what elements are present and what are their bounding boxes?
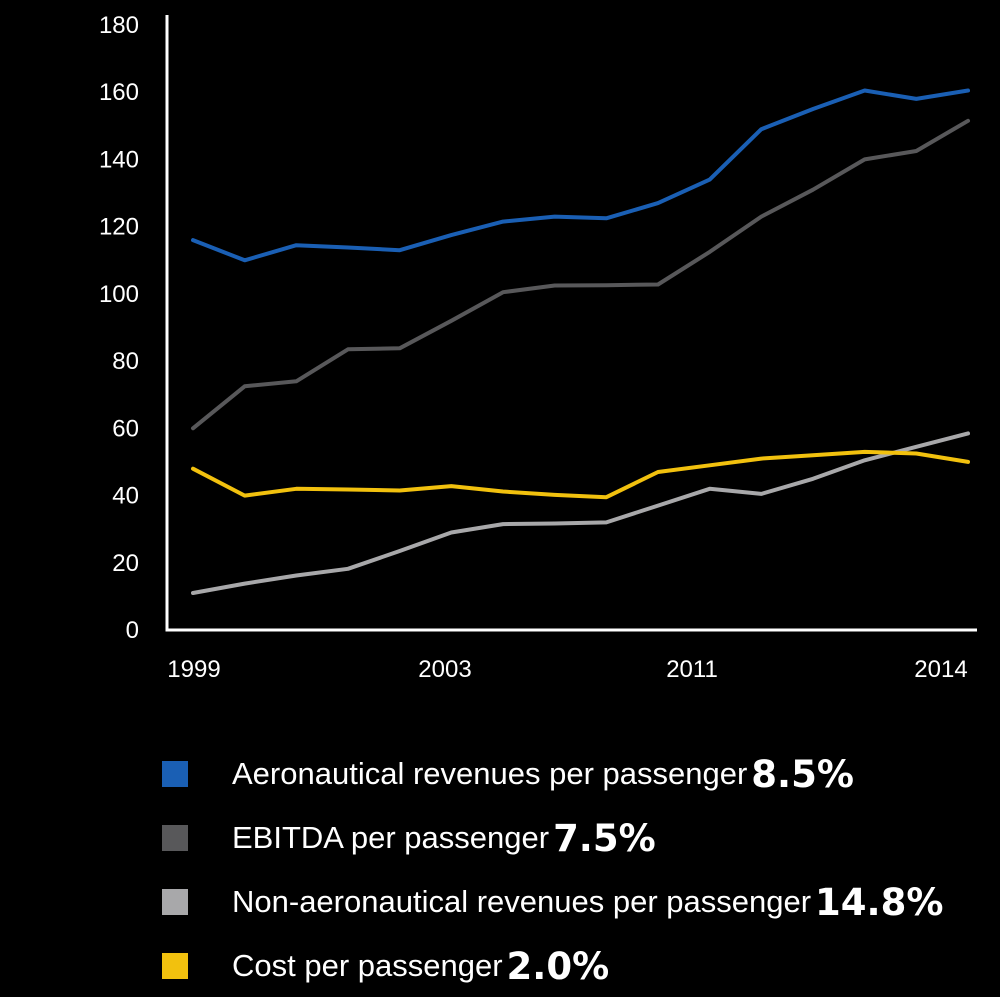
y-axis-tick-labels: 0 20 40 60 80 100 120 140 160 180 xyxy=(99,12,139,644)
y-tick-label: 120 xyxy=(99,214,139,241)
y-tick-label: 180 xyxy=(99,12,139,39)
legend-growth-ebitda: 7.5% xyxy=(553,816,656,860)
y-tick-label: 160 xyxy=(99,79,139,106)
y-tick-label: 80 xyxy=(112,348,139,375)
legend-swatch-non-aeronautical-revenues xyxy=(162,889,188,915)
chart-legend: Aeronautical revenues per passenger 8.5%… xyxy=(162,742,992,997)
legend-item-non-aeronautical-revenues: Non-aeronautical revenues per passenger … xyxy=(162,870,992,934)
legend-item-aeronautical-revenues: Aeronautical revenues per passenger 8.5% xyxy=(162,742,992,806)
y-tick-label: 0 xyxy=(126,617,139,644)
series-lines xyxy=(191,88,970,595)
legend-growth-non-aeronautical-revenues: 14.8% xyxy=(815,880,944,924)
legend-label-cost: Cost per passenger xyxy=(232,948,503,983)
x-axis-tick-labels: 1999 2003 2011 2014 xyxy=(167,656,967,683)
legend-item-ebitda: EBITDA per passenger 7.5% xyxy=(162,806,992,870)
legend-label-aeronautical-revenues: Aeronautical revenues per passenger xyxy=(232,756,748,791)
line-chart: 0 20 40 60 80 100 120 140 160 180 1999 2003 2011 201… xyxy=(99,12,977,683)
legend-label-non-aeronautical-revenues: Non-aeronautical revenues per passenger xyxy=(232,884,812,919)
x-tick-label: 2011 xyxy=(666,656,718,683)
series-line-cost-per-passenger xyxy=(191,449,970,500)
series-line-non-aeronautical-revenues-per-passenger xyxy=(191,431,970,595)
legend-growth-cost: 2.0% xyxy=(506,944,610,988)
y-tick-label: 60 xyxy=(112,415,139,442)
y-tick-label: 40 xyxy=(112,483,139,510)
y-tick-label: 20 xyxy=(112,550,139,577)
y-tick-label: 140 xyxy=(99,146,139,173)
x-tick-label: 1999 xyxy=(167,656,220,683)
legend-growth-aeronautical-revenues: 8.5% xyxy=(751,752,854,796)
x-tick-label: 2003 xyxy=(418,656,471,683)
legend-swatch-aeronautical-revenues xyxy=(162,761,188,787)
legend-label-ebitda: EBITDA per passenger xyxy=(232,820,550,855)
series-line-ebitda-per-passenger xyxy=(191,118,970,431)
series-line-aeronautical-revenues-per-passenger xyxy=(191,88,970,263)
legend-swatch-ebitda xyxy=(162,825,188,851)
legend-item-cost: Cost per passenger 2.0% xyxy=(162,934,992,997)
legend-swatch-cost xyxy=(162,953,188,979)
x-tick-label: 2014 xyxy=(914,656,967,683)
y-tick-label: 100 xyxy=(99,281,139,308)
